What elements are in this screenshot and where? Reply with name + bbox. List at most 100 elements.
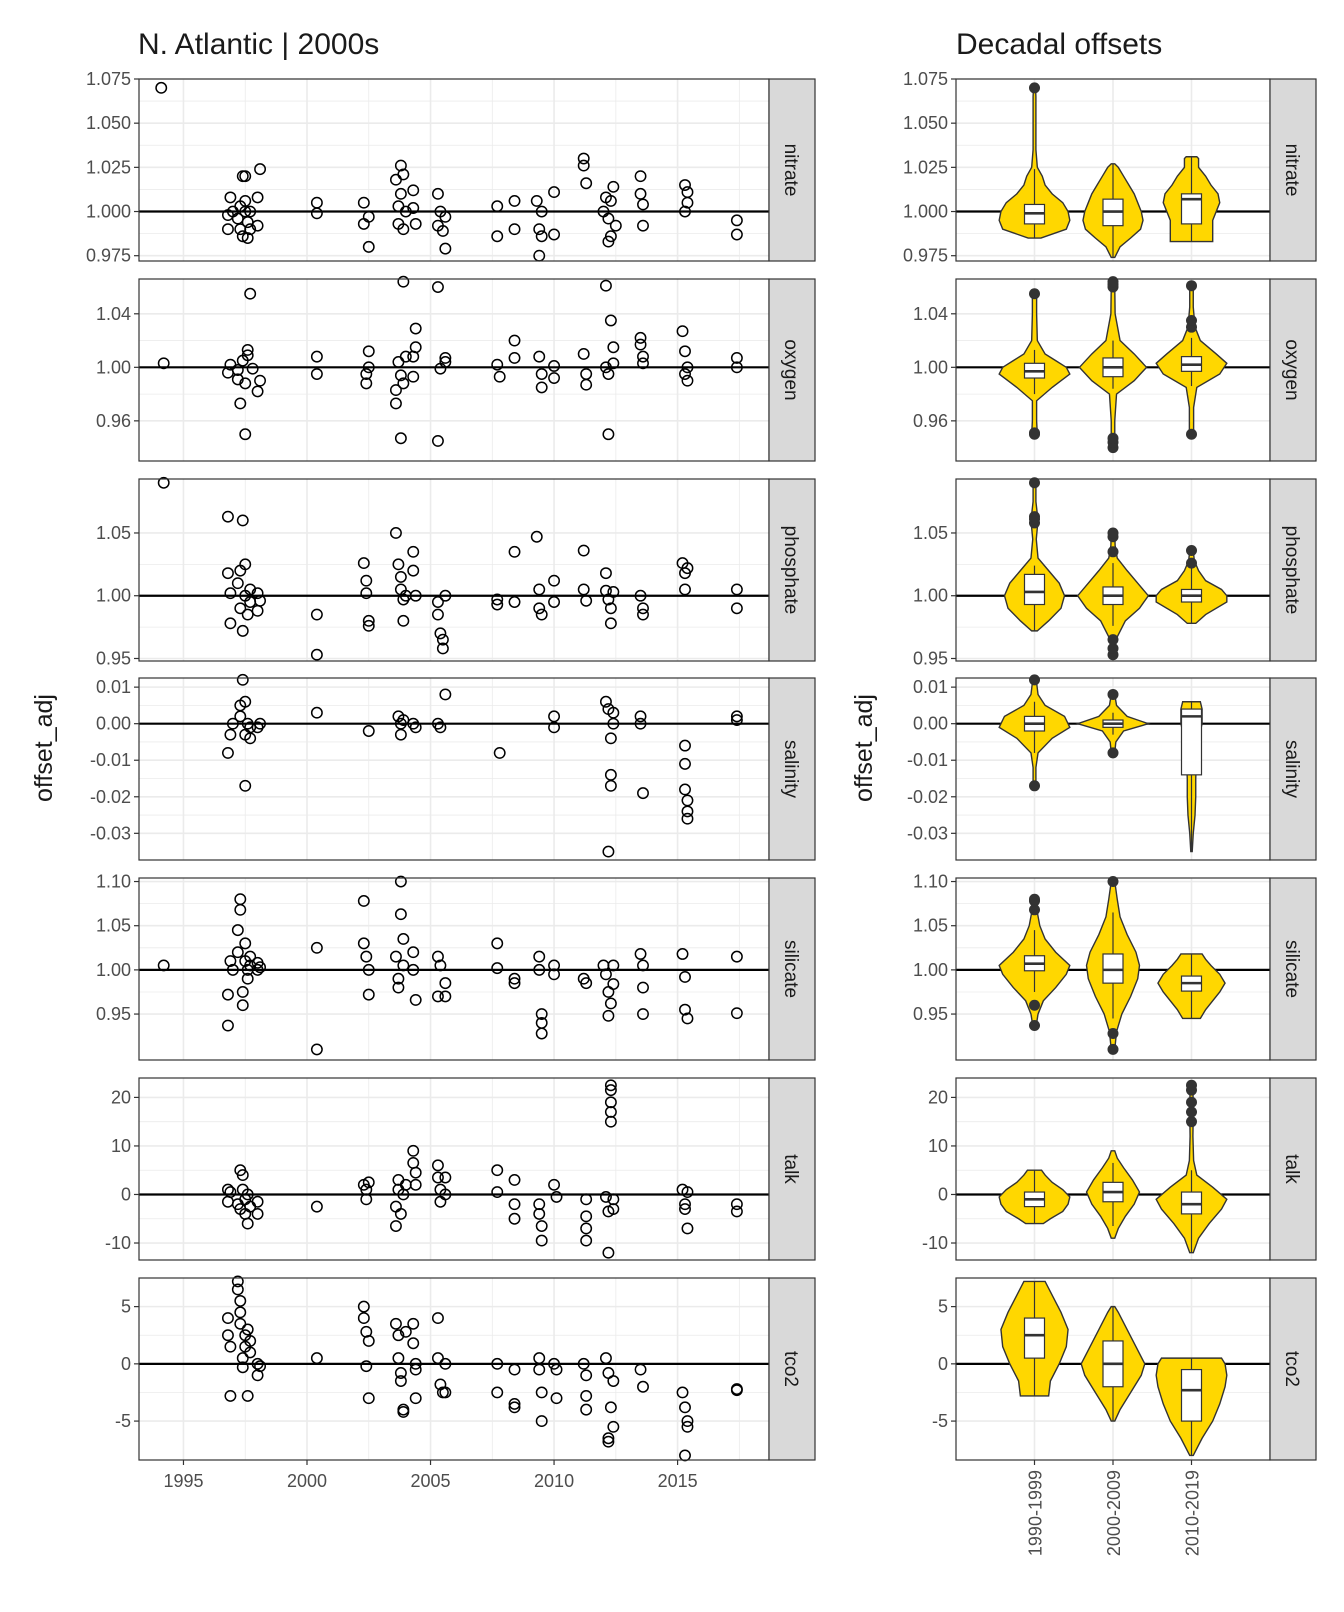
data-point [362, 614, 375, 627]
data-point [244, 1335, 257, 1347]
x-category-label: 2010-2019 [1183, 1470, 1203, 1556]
right-chart-title: Decadal offsets [956, 28, 1162, 61]
data-point [236, 673, 249, 686]
data-point [493, 746, 506, 759]
left-facet-label: silicate [780, 940, 801, 998]
data-point [310, 1043, 323, 1056]
data-point [535, 1415, 548, 1428]
outlier-point [1107, 688, 1119, 700]
data-point [679, 205, 691, 218]
data-point [491, 1386, 504, 1399]
data-point [535, 1234, 548, 1247]
data-point [533, 223, 546, 236]
violin-panel-tco2: -5 0 5 tco2 [932, 1277, 1317, 1461]
data-point [533, 602, 546, 615]
right-y-axis-label: offset_adj [850, 694, 878, 802]
data-point [577, 347, 590, 360]
data-point [607, 1375, 620, 1387]
data-point [602, 845, 615, 858]
panels-layer: 0.9751.0001.0251.0501.075nitrate0.961.00… [86, 69, 1317, 1556]
data-point [360, 368, 373, 380]
right-facet-label: phosphate [1281, 526, 1302, 615]
data-point [431, 1159, 444, 1172]
data-point [580, 177, 593, 190]
data-point [397, 275, 410, 288]
right-y-tick-label: -5 [932, 1411, 948, 1431]
scatter-panel-tco2: -5 0 5 tco2 [115, 1275, 816, 1462]
data-point [607, 357, 620, 370]
right-y-tick-label: 0.01 [913, 677, 948, 697]
right-y-tick-label: -10 [922, 1233, 948, 1253]
left-facet-strip [768, 78, 816, 262]
right-y-tick-label: 20 [928, 1087, 948, 1107]
outlier-point [1186, 280, 1197, 292]
data-point [407, 564, 420, 577]
data-point [607, 706, 620, 719]
right-y-tick-label: 0 [938, 1354, 948, 1374]
data-point [602, 428, 615, 441]
panel-background [139, 479, 769, 661]
data-point [730, 1384, 743, 1397]
data-point [389, 1317, 402, 1330]
data-point [730, 602, 743, 615]
data-point [239, 377, 252, 390]
outlier-point [1107, 1027, 1119, 1039]
left-y-tick-label: 1.05 [96, 523, 131, 543]
data-point [439, 1171, 452, 1184]
left-chart-title: N. Atlantic | 2000s [138, 28, 379, 61]
data-point [234, 397, 247, 410]
data-point [676, 1386, 689, 1399]
right-facet-strip [1269, 877, 1317, 1061]
outlier-point [1029, 511, 1040, 523]
data-point [508, 972, 521, 985]
left-y-tick-label: 1.00 [96, 586, 131, 606]
data-point [637, 350, 649, 363]
data-point [254, 717, 267, 730]
data-point [436, 642, 449, 655]
scatter-panel-oxygen: 0.96 1.00 1.04 oxygen [96, 275, 816, 462]
data-point [399, 1325, 412, 1338]
data-point [604, 1115, 617, 1128]
right-y-tick-label: 1.05 [913, 916, 948, 936]
data-point [234, 1294, 247, 1307]
right-y-tick-label: 1.10 [913, 872, 948, 892]
right-y-tick-label: -0.03 [907, 823, 948, 843]
outlier-point [1029, 1020, 1040, 1032]
data-point [244, 583, 257, 596]
scatter-panel-talk: -10 0 10 20 talk [105, 1077, 816, 1261]
data-point [155, 81, 168, 94]
data-point [431, 596, 444, 608]
data-point [239, 695, 252, 708]
data-point [548, 596, 561, 608]
data-point [407, 184, 420, 197]
data-point [251, 587, 264, 600]
data-point [634, 1363, 647, 1376]
data-point [637, 787, 649, 800]
data-point [251, 963, 264, 976]
data-point [604, 1401, 617, 1414]
data-point [157, 959, 170, 972]
data-point [231, 1275, 244, 1288]
data-point [604, 732, 617, 745]
data-point [231, 924, 244, 937]
data-point [234, 903, 247, 916]
data-point [254, 374, 267, 387]
data-point [224, 1389, 237, 1402]
data-point [602, 1432, 615, 1445]
data-point [491, 1357, 504, 1370]
data-point [407, 963, 420, 976]
data-point [676, 948, 689, 960]
data-point [730, 710, 743, 723]
data-point [730, 583, 743, 596]
left-y-tick-label: -5 [115, 1411, 131, 1431]
data-point [580, 378, 593, 391]
data-point [394, 1375, 407, 1387]
right-facet-strip [1269, 278, 1317, 462]
outlier-point [1107, 276, 1119, 288]
data-point [389, 397, 402, 410]
data-point [439, 1357, 452, 1370]
scatter-panel-nitrate: 0.975 1.000 1.025 1.050 1.075 nitrate [86, 69, 816, 266]
data-point [360, 1360, 373, 1373]
data-point [599, 968, 612, 981]
data-point [679, 345, 691, 358]
